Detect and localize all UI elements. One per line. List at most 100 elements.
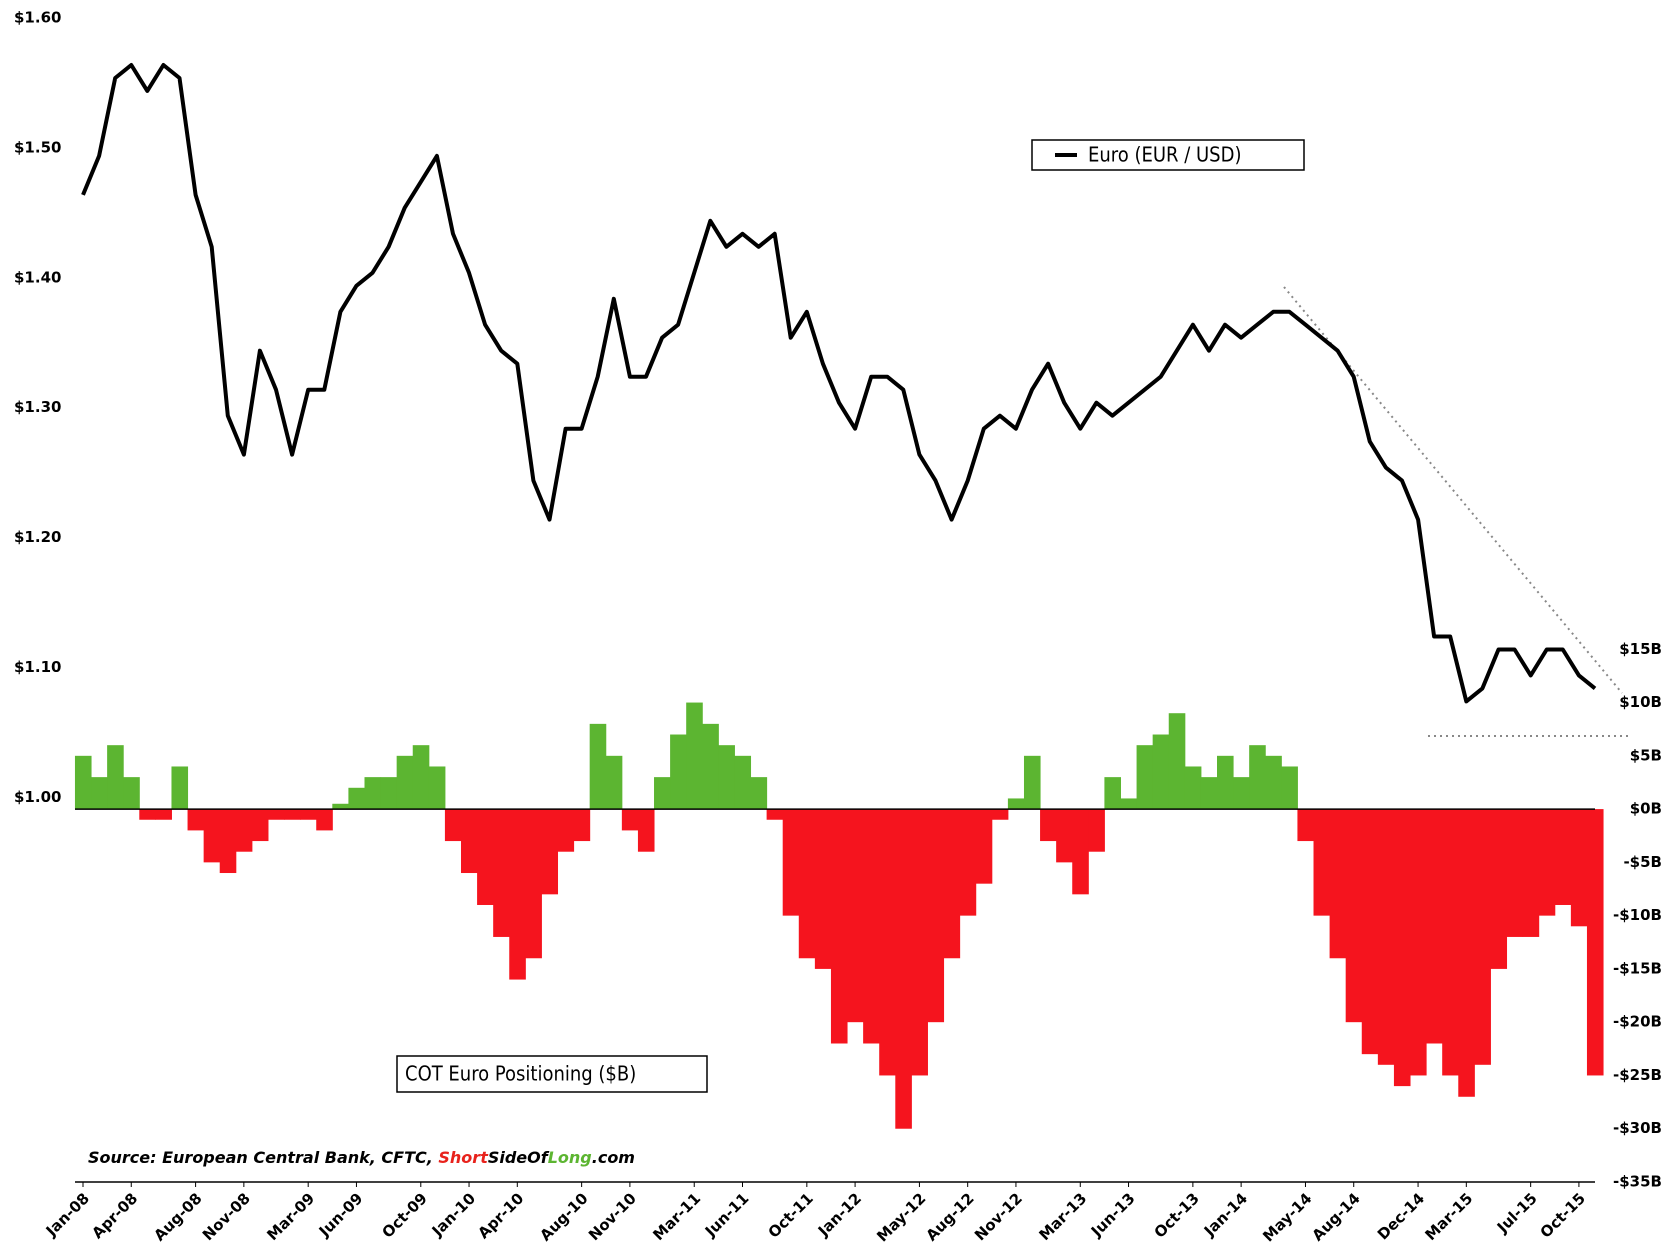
bar: [686, 702, 703, 810]
bar: [525, 809, 542, 959]
x-tick-label: Jan-10: [428, 1189, 479, 1240]
source-part: Long: [548, 1148, 592, 1167]
bar: [943, 809, 961, 959]
bar: [879, 809, 896, 1076]
x-tick-label: Aug-08: [150, 1189, 205, 1244]
y-tick-label: $1.20: [14, 528, 61, 546]
bar: [1104, 777, 1121, 810]
source: Source: European Central Bank, CFTC, Sho…: [88, 1148, 635, 1167]
bar: [702, 723, 719, 810]
bar: [654, 777, 671, 810]
bar: [1136, 745, 1154, 810]
x-tick-label: Nov-08: [199, 1189, 254, 1244]
bar: [621, 809, 639, 831]
y-tick-label: $1.40: [14, 268, 61, 286]
legend-label: Euro (EUR / USD): [1088, 143, 1241, 167]
source-part: Source: European Central Bank, CFTC,: [88, 1148, 438, 1167]
bar: [412, 745, 430, 810]
bar: [1072, 809, 1089, 895]
x-tick-label: Aug-10: [536, 1189, 591, 1244]
bar: [1538, 809, 1556, 916]
y2-tick-label: $5B: [1630, 746, 1662, 764]
y2-tick-label: -$25B: [1613, 1066, 1662, 1084]
bar: [428, 766, 446, 810]
bar: [187, 809, 205, 831]
bar: [1586, 809, 1604, 1076]
y2-tick-label: -$15B: [1613, 959, 1662, 977]
x-tick-label: Jun-09: [315, 1189, 367, 1241]
y2-tick-label: -$10B: [1613, 906, 1662, 924]
bar: [1426, 809, 1443, 1044]
x-tick-label: Jun-11: [701, 1189, 753, 1241]
bar: [863, 809, 880, 1044]
bar: [155, 809, 172, 820]
bar: [284, 809, 301, 820]
x-tick-label: Jul-15: [1493, 1189, 1541, 1237]
x-tick-label: Apr-08: [88, 1189, 141, 1242]
bar: [1217, 755, 1234, 810]
source-part: SideOf: [488, 1148, 550, 1167]
bar: [541, 809, 559, 895]
x-tick-label: Jan-08: [42, 1189, 93, 1240]
bar: [1410, 809, 1427, 1076]
bar: [750, 777, 768, 810]
y2-tick-label: $10B: [1619, 693, 1662, 711]
bar: [1522, 809, 1540, 937]
y-tick-label: $1.00: [14, 788, 61, 806]
y2-tick-label: $0B: [1630, 800, 1662, 818]
y-tick-label: $1.30: [14, 398, 61, 416]
y-tick-label: $1.50: [14, 138, 61, 156]
bar: [766, 809, 784, 820]
bar: [798, 809, 816, 959]
y2-tick-label: -$30B: [1613, 1119, 1662, 1137]
x-tick-label: Mar-15: [1421, 1189, 1476, 1244]
bar: [1458, 809, 1475, 1097]
y-tick-label: $1.60: [14, 9, 61, 27]
bar: [509, 809, 526, 980]
y2-tick-label: -$5B: [1623, 853, 1662, 871]
bar: [1442, 809, 1459, 1076]
bar: [1088, 809, 1105, 852]
bar: [493, 809, 510, 937]
legend-label: COT Euro Positioning ($B): [405, 1062, 636, 1086]
bar: [734, 755, 752, 810]
bar: [444, 809, 462, 842]
bar: [380, 777, 398, 810]
y-tick-label: $1.10: [14, 658, 61, 676]
bar: [814, 809, 832, 969]
y2-tick-label: $15B: [1619, 640, 1662, 658]
line: [81, 63, 1597, 704]
source-part: .com: [592, 1148, 635, 1167]
bar: [557, 809, 575, 852]
bar: [1120, 798, 1138, 810]
bar: [91, 777, 108, 810]
bar: [477, 809, 494, 905]
bar: [332, 803, 349, 810]
bar: [1554, 809, 1572, 905]
bar: [605, 755, 623, 810]
bar-legend: COT Euro Positioning ($B): [396, 1055, 708, 1093]
bar: [959, 809, 977, 916]
trend-line: [1283, 286, 1623, 694]
bar: [1329, 809, 1347, 959]
bar: [1361, 809, 1379, 1055]
y2-tick-label: -$35B: [1613, 1173, 1662, 1191]
x-tick-label: Oct-13: [1151, 1189, 1203, 1241]
bar: [1506, 809, 1524, 937]
bar: [1490, 809, 1508, 969]
source-part: Short: [438, 1148, 489, 1167]
x-tick-label: Mar-13: [1035, 1189, 1090, 1244]
bar: [1377, 809, 1395, 1065]
bar: [718, 745, 735, 810]
bar: [1023, 755, 1041, 810]
bar: [1200, 777, 1218, 810]
bar: [348, 787, 365, 810]
bar: [1570, 809, 1588, 927]
x-tick-label: Dec-14: [1374, 1189, 1428, 1243]
bar: [1345, 809, 1363, 1023]
bar: [235, 809, 253, 852]
x-tick-label: Oct-09: [379, 1189, 431, 1241]
bar: [670, 734, 687, 810]
bar: [1313, 809, 1331, 916]
bar: [316, 809, 333, 831]
